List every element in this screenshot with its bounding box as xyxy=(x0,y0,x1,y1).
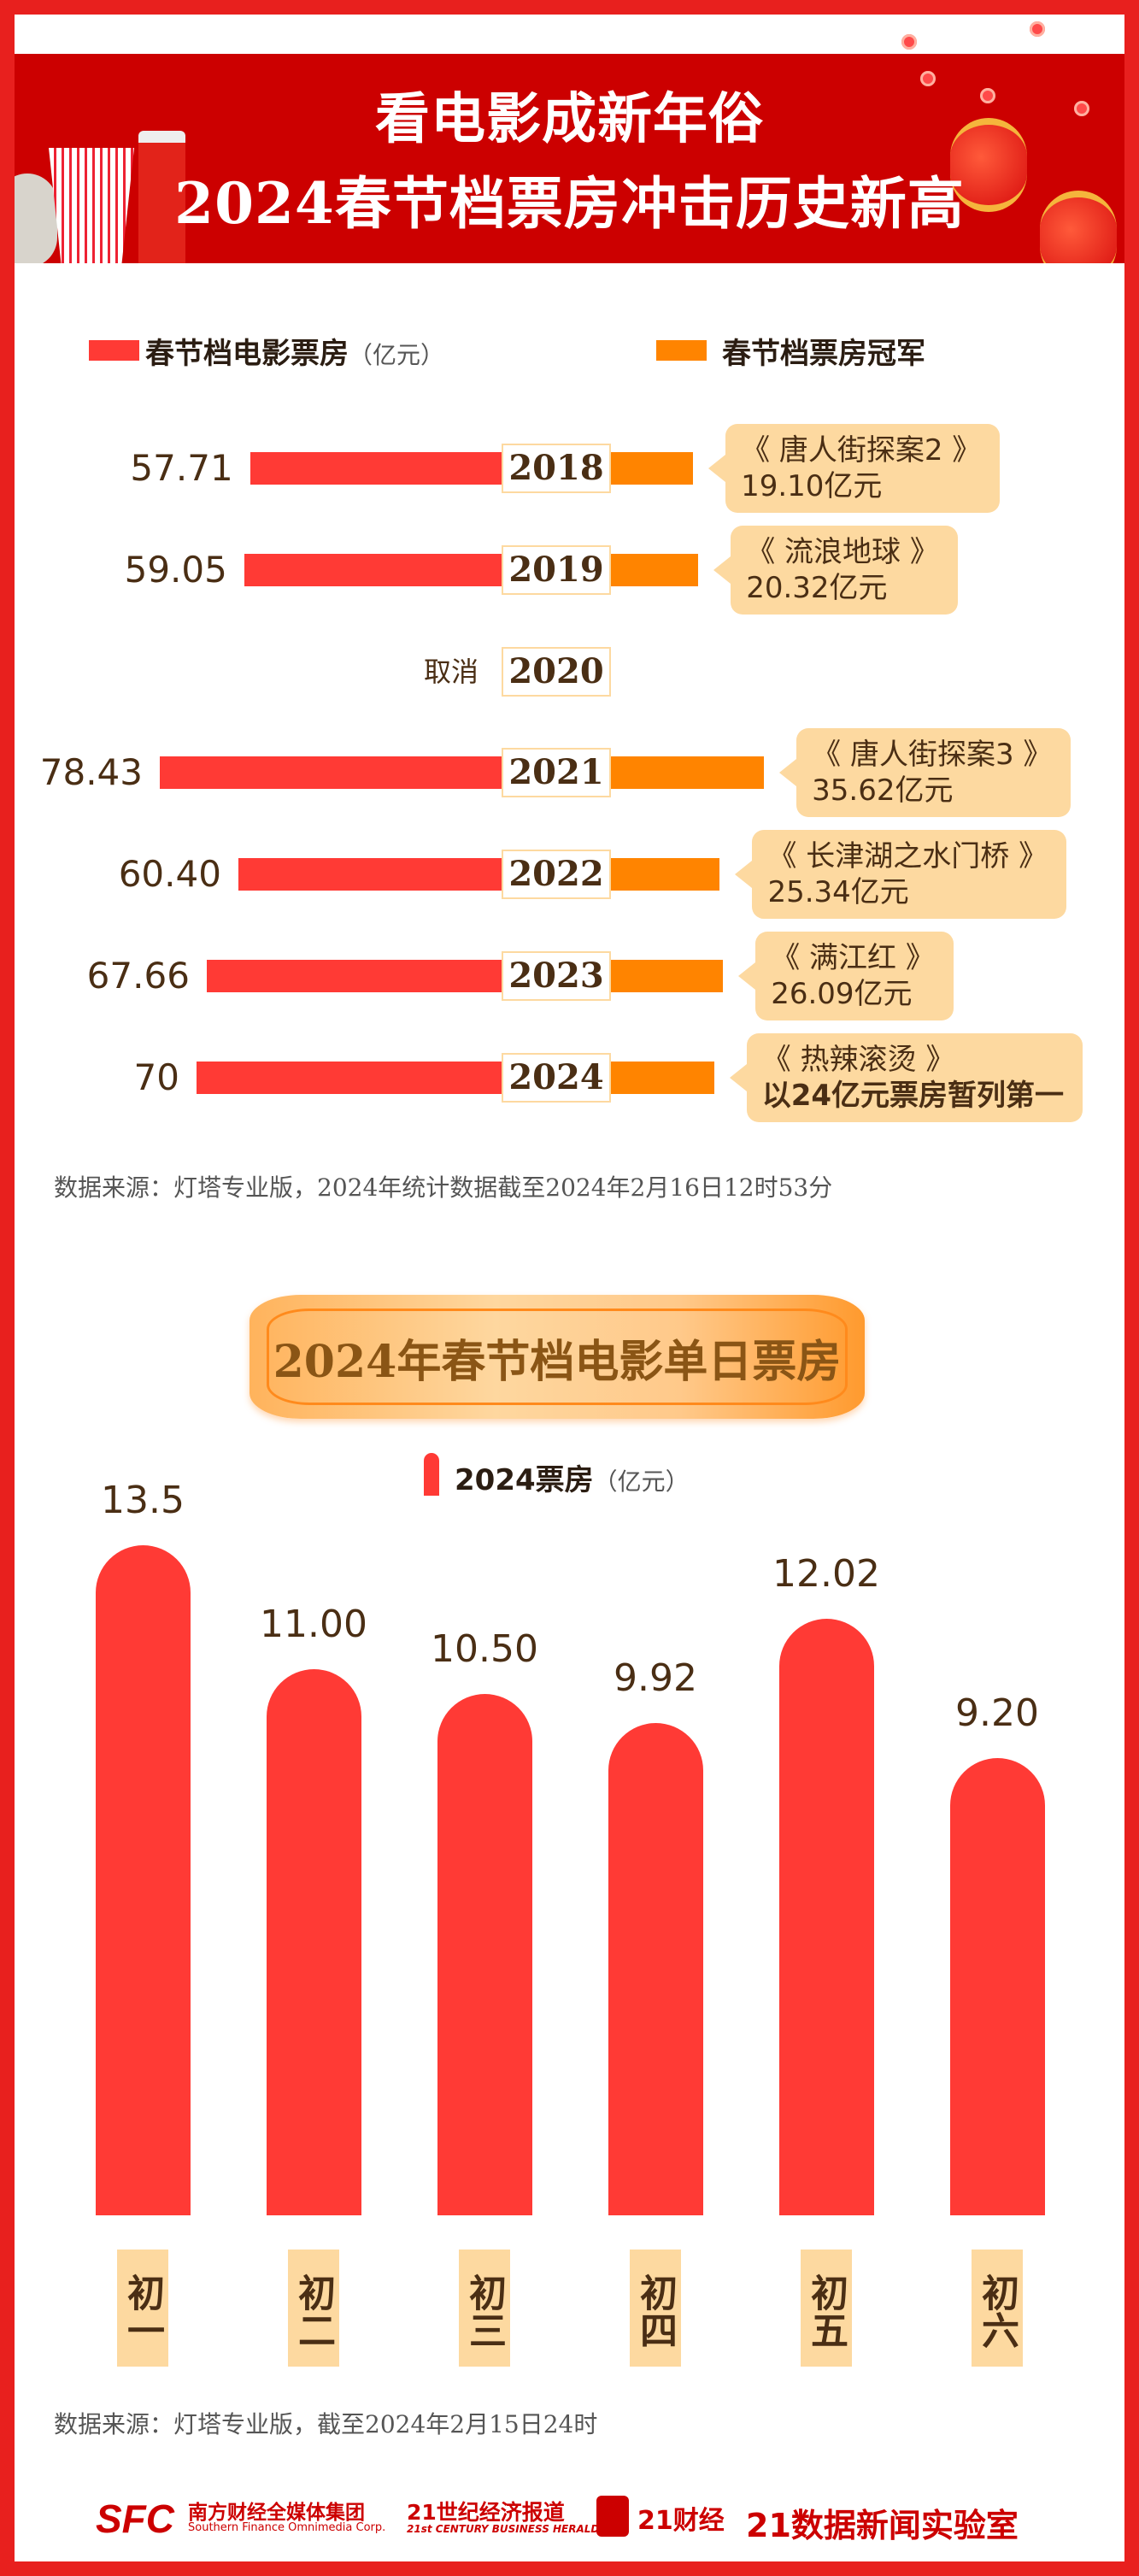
box-office-value: 78.43 xyxy=(39,751,144,793)
daily-bar xyxy=(267,1668,361,2215)
year-label: 2018 xyxy=(502,444,611,493)
legend-label: 春节档电影票房 xyxy=(145,337,349,371)
popcorn-icon xyxy=(49,148,134,263)
21caijing-icon xyxy=(596,2496,629,2537)
champion-bar xyxy=(611,452,694,485)
daily-bar xyxy=(608,1722,703,2215)
daily-value-label: 10.50 xyxy=(431,1626,538,1671)
daily-value-label: 9.92 xyxy=(614,1656,697,1700)
plum-blossom-icon xyxy=(1074,101,1089,116)
champion-callout: 《 唐人街探案2 》 19.10亿元 xyxy=(708,424,1001,513)
drink-cup-icon xyxy=(138,131,185,263)
plum-blossom-icon xyxy=(1030,21,1045,37)
legend-swatch-2024 xyxy=(424,1453,439,1496)
daily-value-label: 13.5 xyxy=(101,1478,185,1522)
champion-film: 《 满江红 》 xyxy=(771,941,935,975)
legend-box-office: 春节档电影票房（亿元） xyxy=(145,330,444,372)
plum-blossom-icon xyxy=(901,34,917,50)
daily-value-label: 11.00 xyxy=(260,1602,367,1646)
page-title: 看电影成新年俗 xyxy=(375,87,764,151)
day-label: 初三 xyxy=(459,2250,510,2367)
daily-bar xyxy=(437,1693,532,2215)
legend-swatch-box-office xyxy=(89,340,139,361)
box-office-value: 67.66 xyxy=(86,955,190,997)
box-office-value: 59.05 xyxy=(124,549,227,591)
section-title-badge: 2024年春节档电影单日票房 xyxy=(250,1295,865,1419)
daily-bar xyxy=(950,1758,1045,2215)
legend-unit: （亿元） xyxy=(349,341,445,369)
plum-blossom-icon xyxy=(920,71,936,86)
21cbh-english: 21st CENTURY BUSINESS HERALD xyxy=(407,2523,600,2535)
box-office-bar xyxy=(250,452,502,485)
champion-film: 《 流浪地球 》 xyxy=(746,535,939,569)
box-office-bar xyxy=(160,756,502,789)
day-label: 初五 xyxy=(801,2250,852,2367)
champion-amount: 20.32亿元 xyxy=(746,571,888,605)
box-office-bar xyxy=(238,858,502,891)
day-label: 初六 xyxy=(972,2250,1023,2367)
lantern-icon xyxy=(950,118,1027,212)
sfc-logo: SFC xyxy=(96,2497,174,2541)
page-subtitle: 2024春节档票房冲击历史新高 xyxy=(174,170,965,237)
champion-film: 《 长津湖之水门桥 》 xyxy=(767,839,1048,873)
daily-bar xyxy=(779,1618,874,2215)
champion-bar xyxy=(611,960,724,992)
year-label: 2021 xyxy=(502,748,611,797)
box-office-bar xyxy=(206,960,502,992)
legend-label: 2024票房 xyxy=(455,1463,594,1497)
champion-callout: 《 满江红 》 26.09亿元 xyxy=(738,932,954,1020)
legend-unit: （亿元） xyxy=(593,1467,690,1496)
box-office-value: 57.71 xyxy=(130,447,233,489)
source-note-2: 数据来源：灯塔专业版，截至2024年2月15日24时 xyxy=(54,2410,598,2438)
21caijing-name: 21财经 xyxy=(637,2506,725,2536)
champion-amount: 以24亿元票房暂列第一 xyxy=(761,1079,1065,1113)
champion-bar xyxy=(611,756,765,789)
badge-border xyxy=(267,1309,848,1405)
legend-champion: 春节档票房冠军 xyxy=(722,337,925,371)
year-label: 2019 xyxy=(502,545,611,595)
footer-logos: SFC 南方财经全媒体集团 Southern Finance Omnimedia… xyxy=(0,2496,1139,2544)
year-label: 2020 xyxy=(502,647,611,697)
daily-bar xyxy=(96,1544,191,2215)
21-data-lab-name: 21数据新闻实验室 xyxy=(746,2507,1019,2544)
chart-title: 2024年春节档电影单日票房 xyxy=(273,1336,842,1388)
champion-film: 《 热辣滚烫 》 xyxy=(761,1043,955,1077)
champion-amount: 25.34亿元 xyxy=(767,875,909,909)
day-label: 初四 xyxy=(630,2250,681,2367)
film-reel-icon xyxy=(15,173,57,263)
plum-blossom-icon xyxy=(980,88,995,103)
header-banner: 看电影成新年俗 2024春节档票房冲击历史新高 xyxy=(15,54,1124,263)
cancelled-label: 取消 xyxy=(423,656,478,688)
legend-swatch-champion xyxy=(656,340,707,361)
year-label: 2022 xyxy=(502,850,611,899)
champion-amount: 35.62亿元 xyxy=(812,773,954,808)
daily-value-label: 12.02 xyxy=(772,1551,880,1596)
champion-callout: 《 唐人街探案3 》 35.62亿元 xyxy=(779,728,1071,817)
champion-bar xyxy=(611,1062,714,1094)
day-label: 初一 xyxy=(117,2250,168,2367)
box-office-bar xyxy=(197,1062,502,1094)
21cbh-name: 21世纪经济报道 xyxy=(407,2500,565,2525)
champion-amount: 19.10亿元 xyxy=(741,469,883,503)
box-office-bar xyxy=(244,554,502,586)
year-label: 2023 xyxy=(502,951,611,1001)
champion-callout: 《 热辣滚烫 》以24亿元票房暂列第一 xyxy=(729,1033,1083,1122)
champion-film: 《 唐人街探案3 》 xyxy=(812,738,1053,772)
sfc-english: Southern Finance Omnimedia Corp. xyxy=(188,2521,386,2534)
champion-bar xyxy=(611,554,699,586)
lantern-icon xyxy=(1040,191,1117,263)
champion-bar xyxy=(611,858,720,891)
legend-2024: 2024票房（亿元） xyxy=(455,1456,690,1498)
champion-callout: 《 长津湖之水门桥 》 25.34亿元 xyxy=(735,830,1067,919)
source-note-1: 数据来源：灯塔专业版，2024年统计数据截至2024年2月16日12时53分 xyxy=(54,1173,833,1202)
sfc-name: 南方财经全媒体集团 xyxy=(188,2502,365,2524)
year-label: 2024 xyxy=(502,1053,611,1103)
box-office-value: 60.40 xyxy=(118,853,221,895)
box-office-value: 70 xyxy=(133,1056,179,1098)
champion-callout: 《 流浪地球 》 20.32亿元 xyxy=(713,526,958,615)
day-label: 初二 xyxy=(288,2250,339,2367)
champion-film: 《 唐人街探案2 》 xyxy=(741,433,982,468)
daily-value-label: 9.20 xyxy=(955,1691,1039,1736)
champion-amount: 26.09亿元 xyxy=(771,977,913,1011)
